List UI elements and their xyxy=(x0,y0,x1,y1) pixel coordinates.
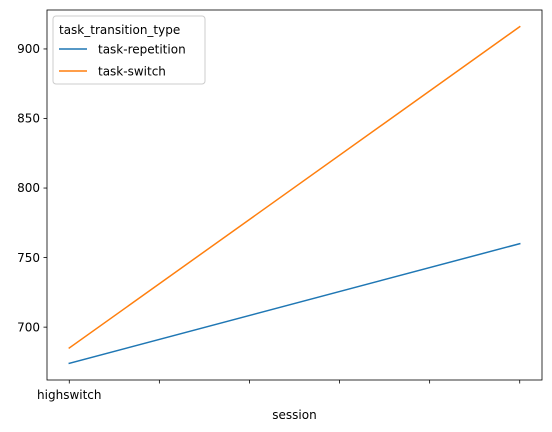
y-tick-label: 900 xyxy=(17,42,40,56)
legend-label-task-switch: task-switch xyxy=(98,65,166,79)
x-tick-label: highswitch xyxy=(37,388,101,402)
y-tick-label: 800 xyxy=(17,181,40,195)
axes-layer: 700 750 800 850 900 highswitch xyxy=(17,9,543,402)
y-tick-label: 850 xyxy=(17,112,40,126)
y-tick-label: 700 xyxy=(17,320,40,334)
legend-label-task-repetition: task-repetition xyxy=(98,43,186,57)
legend-title: task_transition_type xyxy=(59,23,180,37)
axes-frame xyxy=(46,9,543,381)
x-axis-title: session xyxy=(272,408,316,422)
y-tick-label: 750 xyxy=(17,251,40,265)
legend-box xyxy=(52,15,206,85)
series-line-task-switch xyxy=(68,25,521,350)
series-line-task-repetition xyxy=(68,242,521,365)
legend: task_transition_type task-repetition task-… xyxy=(52,15,206,85)
series-layer xyxy=(68,25,521,365)
